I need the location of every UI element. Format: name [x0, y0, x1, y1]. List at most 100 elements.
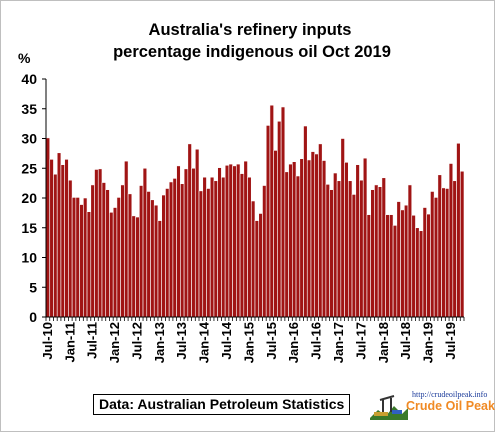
- x-tick-label: Jan-16: [286, 322, 301, 363]
- bar: [295, 175, 301, 318]
- bar: [236, 163, 241, 318]
- bar: [161, 194, 166, 318]
- bar: [321, 160, 327, 318]
- bar: [176, 165, 181, 318]
- bar: [127, 193, 133, 318]
- bar: [213, 180, 218, 318]
- x-tick-label: Jan-13: [152, 322, 167, 363]
- bar: [97, 168, 103, 318]
- bar: [273, 150, 278, 318]
- bar: [381, 177, 386, 318]
- bar: [146, 191, 151, 318]
- y-tick-label: 40: [21, 71, 37, 87]
- oil-well-icon: [370, 395, 408, 420]
- y-tick-label: 30: [21, 131, 37, 147]
- bar: [194, 148, 200, 318]
- bar: [400, 209, 405, 318]
- bar: [157, 220, 162, 318]
- x-tick-label: Jan-17: [331, 322, 346, 363]
- x-tick-label: Jul-16: [309, 322, 324, 360]
- bar: [239, 173, 245, 318]
- x-tick-label: Jan-18: [376, 322, 391, 363]
- bar: [362, 157, 368, 318]
- bar: [165, 188, 170, 318]
- bar: [262, 185, 267, 318]
- x-tick-label: Jan-12: [107, 322, 122, 363]
- bar: [411, 214, 416, 318]
- y-tick-label: 25: [21, 160, 37, 176]
- bar: [445, 188, 450, 318]
- bar: [426, 213, 431, 318]
- bar: [53, 173, 58, 318]
- bar: [418, 230, 424, 318]
- bar: [60, 164, 65, 318]
- bar: [153, 204, 159, 318]
- bar: [120, 184, 125, 318]
- bar: [64, 159, 69, 318]
- bar: [389, 214, 394, 318]
- bar: [209, 176, 215, 318]
- bar: [221, 176, 226, 318]
- bar: [250, 200, 256, 318]
- bar: [217, 167, 222, 318]
- logo-url: http://crudeoilpeak.info: [412, 390, 488, 399]
- bar: [403, 204, 409, 318]
- bar: [348, 180, 353, 318]
- bar: [452, 180, 457, 318]
- bar: [310, 151, 316, 318]
- x-tick-label: Jul-13: [174, 322, 189, 360]
- x-tick-label: Jan-15: [241, 322, 256, 363]
- x-tick-label: Jul-10: [40, 322, 55, 360]
- bar: [336, 180, 342, 318]
- crude-oil-peak-logo: http://crudeoilpeak.info Crude Oil Peak: [368, 388, 495, 422]
- bar: [150, 199, 155, 318]
- bar: [359, 179, 364, 318]
- x-tick-label: Jan-11: [62, 322, 77, 362]
- x-tick-label: Jul-15: [264, 322, 279, 360]
- bar: [247, 176, 252, 318]
- bar: [351, 194, 357, 318]
- y-tick-label: 5: [29, 279, 37, 295]
- source-note: Data: Australian Petroleum Statistics: [93, 394, 351, 415]
- bar: [79, 204, 84, 318]
- source-label: Data: Australian Petroleum Statistics: [99, 396, 345, 412]
- x-tick-label: Jul-18: [398, 322, 413, 360]
- bar: [329, 189, 334, 318]
- bar: [437, 174, 442, 318]
- bar: [374, 184, 379, 318]
- bar: [109, 211, 114, 318]
- bar: [318, 143, 323, 318]
- bar: [258, 213, 263, 318]
- bar: [56, 152, 62, 318]
- bar: [139, 185, 144, 318]
- bar: [142, 167, 148, 318]
- bar: [366, 214, 371, 318]
- bar: [299, 158, 304, 318]
- chart-title-line-1: Australia's refinery inputs: [149, 21, 352, 39]
- bar: [124, 160, 129, 318]
- bar: [116, 197, 121, 318]
- bar: [269, 104, 274, 318]
- bar: [415, 227, 420, 318]
- bar: [202, 176, 207, 318]
- bar: [314, 153, 319, 318]
- bar: [385, 214, 390, 318]
- x-tick-label: Jul-14: [219, 321, 234, 359]
- x-tick-label: Jul-17: [353, 322, 368, 360]
- bar: [422, 207, 427, 318]
- bar: [306, 159, 312, 318]
- bar: [396, 201, 401, 318]
- bar: [198, 190, 204, 318]
- bar: [68, 179, 73, 318]
- x-tick-label: Jul-19: [443, 322, 458, 360]
- bar: [370, 189, 375, 318]
- bar: [232, 165, 237, 318]
- y-tick-labels: 0 5 10 15 20 25 30 35 40: [21, 71, 37, 325]
- bar: [180, 183, 185, 318]
- bar: [183, 168, 189, 318]
- y-tick-label: 15: [21, 220, 37, 236]
- y-tick-label: 10: [21, 250, 37, 266]
- bar: [45, 137, 51, 318]
- x-tick-label: Jan-14: [197, 321, 212, 363]
- axes: [42, 78, 465, 321]
